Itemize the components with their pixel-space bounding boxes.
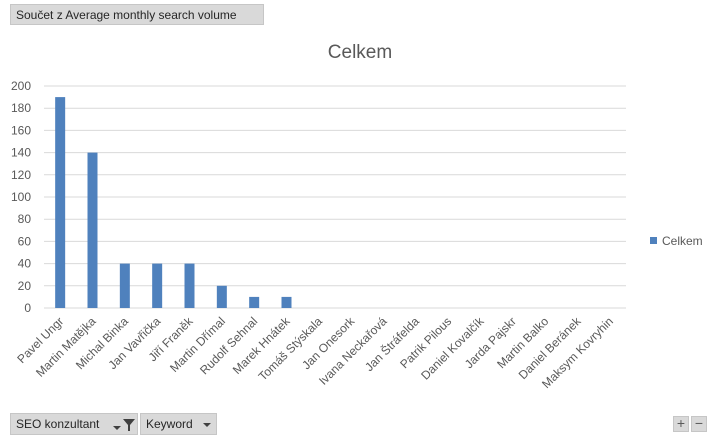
- bars: [55, 97, 292, 308]
- chart-title: Celkem: [328, 42, 392, 63]
- bar: [281, 296, 292, 308]
- dropdown-arrow-icon[interactable]: [203, 423, 211, 427]
- zoom-in-button[interactable]: +: [673, 416, 689, 432]
- filter-icon[interactable]: [123, 419, 135, 431]
- legend: Celkem: [650, 234, 703, 248]
- gridlines: [44, 85, 626, 309]
- legend-label: Celkem: [662, 234, 703, 248]
- y-tick-label: 40: [18, 257, 32, 271]
- bar: [55, 97, 66, 308]
- bar: [249, 296, 260, 308]
- y-tick-label: 100: [11, 190, 31, 204]
- legend-swatch: [650, 237, 657, 244]
- value-field-button[interactable]: Součet z Average monthly search volume: [10, 4, 264, 25]
- value-field-label: Součet z Average monthly search volume: [16, 7, 237, 22]
- seo-konzultant-label: SEO konzultant: [16, 417, 100, 431]
- y-tick-label: 140: [11, 146, 31, 160]
- bar: [216, 285, 227, 308]
- seo-konzultant-field-button[interactable]: SEO konzultant: [10, 413, 138, 435]
- y-tick-label: 120: [11, 168, 31, 182]
- y-tick-label: 20: [18, 279, 32, 293]
- zoom-out-button[interactable]: −: [691, 416, 707, 432]
- bar: [152, 263, 163, 308]
- keyword-label: Keyword: [146, 417, 193, 431]
- bar: [184, 263, 195, 308]
- y-tick-label: 60: [18, 234, 32, 248]
- y-tick-label: 180: [11, 101, 31, 115]
- y-tick-label: 80: [18, 212, 32, 226]
- dropdown-arrow-icon[interactable]: [113, 426, 121, 430]
- keyword-field-button[interactable]: Keyword: [140, 413, 217, 435]
- bar: [119, 263, 130, 308]
- y-tick-label: 200: [11, 79, 31, 93]
- y-axis-ticks: 0 20 40 60 80 100 120 140 160 180 200: [11, 79, 31, 315]
- y-tick-label: 0: [24, 301, 31, 315]
- bar: [87, 152, 98, 308]
- y-tick-label: 160: [11, 123, 31, 137]
